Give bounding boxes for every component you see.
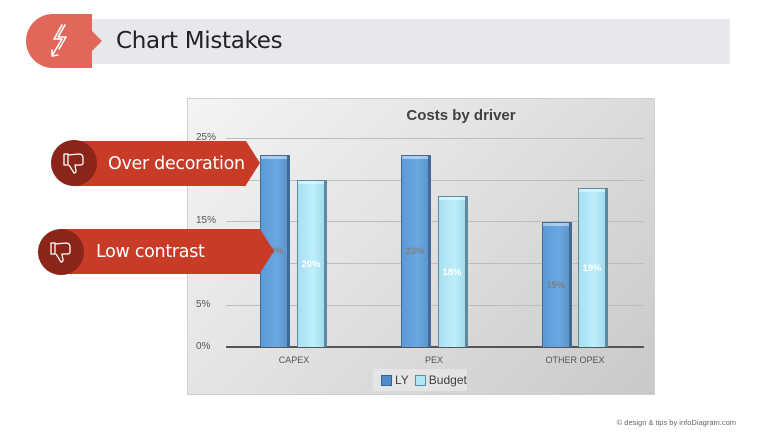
x-axis — [226, 346, 644, 348]
x-tick: CAPEX — [278, 355, 310, 365]
bar-value-label: 20% — [301, 259, 321, 270]
y-tick: 25% — [196, 132, 217, 143]
title-bar — [92, 19, 730, 64]
bar-value-label: 19% — [582, 263, 602, 274]
title-badge — [26, 14, 102, 68]
bar-value-label: 18% — [442, 267, 462, 278]
chart-legend: LY Budget — [373, 369, 467, 391]
lightning-icon — [51, 24, 67, 57]
callout-icon-circle — [51, 140, 97, 186]
callout-over-decoration: Over decoration — [74, 141, 260, 186]
legend-swatch-ly — [381, 374, 392, 386]
gridline-10 — [226, 263, 644, 264]
legend-label: Budget — [428, 373, 467, 387]
callout-icon-circle — [38, 229, 84, 275]
thumbs-down-icon — [63, 153, 84, 174]
gridline-25 — [226, 138, 644, 139]
bar-value-label: 23% — [405, 246, 425, 257]
chart-title: Costs by driver — [406, 107, 516, 124]
callout-label: Over decoration — [108, 153, 245, 174]
y-tick: 5% — [196, 299, 211, 310]
y-tick: 0% — [196, 341, 211, 352]
x-tick: OTHER OPEX — [545, 355, 605, 365]
gridline-20 — [226, 180, 644, 181]
x-tick: PEX — [424, 355, 443, 365]
callout-low-contrast: Low contrast — [60, 229, 274, 274]
y-tick: 15% — [196, 215, 217, 226]
slide-title: Chart Mistakes — [116, 28, 283, 54]
gridline-5 — [226, 305, 644, 306]
bar-budget-pex: 18% — [438, 196, 468, 347]
copyright: © design & tips by infoDiagram.com — [616, 418, 736, 427]
callout-label: Low contrast — [96, 241, 205, 262]
thumbs-down-icon — [50, 242, 71, 263]
bar-ly-pex: 23% — [401, 155, 431, 347]
bar-budget-capex: 20% — [297, 180, 327, 347]
bar-ly-other-opex: 15% — [542, 222, 572, 347]
gridline-15 — [226, 221, 644, 222]
legend-item-ly: LY — [381, 373, 409, 387]
bar-value-label: 15% — [546, 280, 566, 291]
legend-label: LY — [395, 373, 409, 387]
legend-item-budget: Budget — [414, 373, 467, 387]
legend-swatch-budget — [414, 374, 426, 386]
bar-budget-other-opex: 19% — [578, 188, 608, 347]
